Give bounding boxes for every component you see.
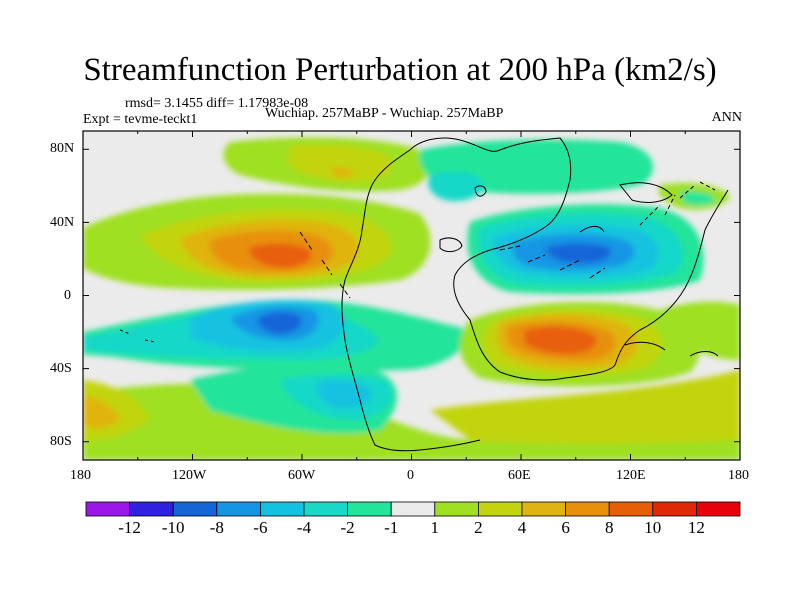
lat-label-40s: 40S <box>50 361 72 376</box>
colorbar-label: -2 <box>340 518 355 537</box>
axis-ticks <box>82 131 741 460</box>
experiment-label: Expt = tevme-teckt1 <box>83 112 198 127</box>
colorbar-label: 6 <box>561 518 570 537</box>
colorbar-label: -1 <box>384 518 399 537</box>
colorbar-swatch <box>565 501 610 517</box>
lat-label-80s: 80S <box>50 434 72 449</box>
map-title: Streamfunction Perturbation at 200 hPa (… <box>83 52 717 88</box>
lon-label-120w: 120W <box>172 468 207 483</box>
lat-label-0: 0 <box>64 288 71 303</box>
lon-label-120e: 120E <box>616 468 646 483</box>
colorbar-swatch <box>434 501 479 517</box>
colorbar-label: 8 <box>604 518 614 537</box>
colorbar-label: -10 <box>161 518 185 537</box>
colorbar-swatch <box>129 501 174 517</box>
colorbar-label: 12 <box>687 518 705 537</box>
colorbar-label: 2 <box>474 518 483 537</box>
stats-label: rmsd= 3.1455 diff= 1.17983e-08 <box>125 96 309 111</box>
colorbar-label: -6 <box>253 518 268 537</box>
lat-label-80n: 80N <box>50 141 75 156</box>
lon-label-180w: 180 <box>70 468 91 483</box>
lon-label-60w: 60W <box>288 468 316 483</box>
lon-label-60e: 60E <box>508 468 531 483</box>
colorbar-swatch <box>696 501 741 517</box>
lon-label-180e: 180 <box>728 468 749 483</box>
colorbar-label: -12 <box>118 518 141 537</box>
colorbar-swatch <box>216 501 261 517</box>
colorbar-label: 4 <box>517 518 527 537</box>
colorbar-swatch <box>85 501 130 517</box>
colorbar-swatch <box>303 501 348 517</box>
colorbar-swatch <box>477 501 523 517</box>
lat-label-40n: 40N <box>50 215 75 230</box>
contour-field <box>83 131 740 460</box>
colorbar-swatch <box>259 501 305 517</box>
coastlines <box>119 137 729 452</box>
colorbar <box>85 501 741 517</box>
colorbar-label: -4 <box>296 518 312 537</box>
colorbar-swatch <box>652 501 697 517</box>
colorbar-label: -8 <box>209 518 224 537</box>
colorbar-label: 10 <box>644 518 662 537</box>
colorbar-swatch <box>521 501 566 517</box>
lon-label-0: 0 <box>407 468 414 483</box>
colorbar-swatch <box>608 501 654 517</box>
colorbar-swatch <box>347 501 392 517</box>
comparison-label: Wuchiap. 257MaBP - Wuchiap. 257MaBP <box>265 106 504 121</box>
colorbar-swatch <box>172 501 218 517</box>
colorbar-swatch <box>390 501 436 517</box>
colorbar-label: 1 <box>430 518 440 537</box>
season-label: ANN <box>711 110 742 125</box>
